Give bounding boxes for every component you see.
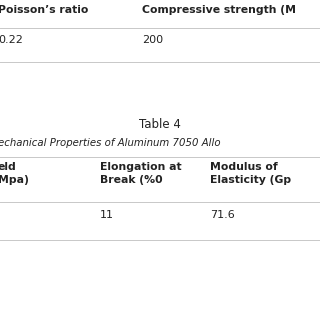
Text: 200: 200: [142, 35, 163, 45]
Text: Compressive strength (M: Compressive strength (M: [142, 5, 296, 15]
Text: Elongation at: Elongation at: [100, 162, 182, 172]
Text: Table 4: Table 4: [139, 118, 181, 131]
Text: echanical Properties of Aluminum 7050 Allo: echanical Properties of Aluminum 7050 Al…: [0, 138, 220, 148]
Text: Elasticity (Gp: Elasticity (Gp: [210, 175, 291, 185]
Text: eld: eld: [0, 162, 17, 172]
Text: Mpa): Mpa): [0, 175, 29, 185]
Text: Modulus of: Modulus of: [210, 162, 278, 172]
Text: 71.6: 71.6: [210, 210, 235, 220]
Text: Poisson’s ratio: Poisson’s ratio: [0, 5, 88, 15]
Text: 0.22: 0.22: [0, 35, 23, 45]
Text: 11: 11: [100, 210, 114, 220]
Text: Break (%0: Break (%0: [100, 175, 163, 185]
